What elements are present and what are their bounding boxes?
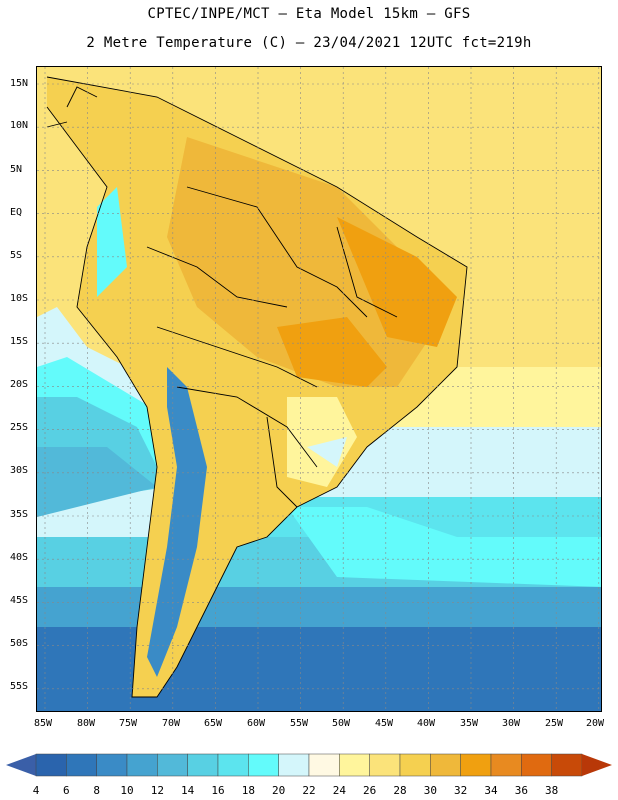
lon-label-40w: 40W bbox=[417, 718, 436, 729]
colorbar-cell bbox=[521, 753, 552, 777]
lon-label-35w: 35W bbox=[460, 718, 479, 729]
map-title-line-2: 2 Metre Temperature (C) – 23/04/2021 12U… bbox=[86, 35, 532, 51]
colorbar-label: 22 bbox=[302, 784, 316, 797]
continent-landmass bbox=[47, 77, 467, 697]
lat-label-45s: 45S bbox=[10, 595, 29, 606]
lat-label-5s: 5S bbox=[10, 250, 23, 261]
lat-label-35s: 35S bbox=[10, 509, 29, 520]
map-title-line-1: CPTEC/INPE/MCT – Eta Model 15km – GFS bbox=[147, 6, 471, 22]
colorbar-cells bbox=[35, 753, 583, 777]
colorbar-label: 30 bbox=[423, 784, 437, 797]
lon-label-45w: 45W bbox=[375, 718, 394, 729]
colorbar-cell bbox=[369, 753, 401, 777]
colorbar-label: 12 bbox=[150, 784, 164, 797]
lat-label-eq: EQ bbox=[10, 207, 23, 218]
colorbar-cell bbox=[157, 753, 188, 777]
colorbar-cell bbox=[66, 753, 97, 777]
colorbar-cell bbox=[551, 753, 583, 777]
lat-label-10s: 10S bbox=[10, 293, 29, 304]
colorbar-cell bbox=[339, 753, 370, 777]
colorbar-cell bbox=[460, 753, 492, 777]
colorbar-cell bbox=[430, 753, 461, 777]
lon-label-20w: 20W bbox=[586, 718, 605, 729]
lat-label-40s: 40S bbox=[10, 552, 29, 563]
colorbar-label: 18 bbox=[241, 784, 255, 797]
colorbar-label: 14 bbox=[181, 784, 195, 797]
colorbar-label: 38 bbox=[545, 784, 559, 797]
lat-lon-grid bbox=[37, 67, 601, 711]
temperature-bands bbox=[37, 67, 601, 711]
lon-label-25w: 25W bbox=[545, 718, 564, 729]
colorbar-cell bbox=[187, 753, 219, 777]
lon-label-50w: 50W bbox=[332, 718, 351, 729]
colorbar-cell bbox=[35, 753, 67, 777]
colorbar-high-arrow bbox=[582, 754, 612, 776]
lat-label-25s: 25S bbox=[10, 422, 29, 433]
lon-label-60w: 60W bbox=[247, 718, 266, 729]
colorbar-low-arrow bbox=[6, 754, 36, 776]
colorbar-cell bbox=[399, 753, 431, 777]
colorbar-cell bbox=[126, 753, 158, 777]
lon-label-75w: 75W bbox=[119, 718, 138, 729]
lat-label-30s: 30S bbox=[10, 465, 29, 476]
temperature-colorbar bbox=[6, 753, 612, 777]
colorbar-label: 4 bbox=[32, 784, 40, 797]
lat-label-15n: 15N bbox=[10, 78, 29, 89]
colorbar-label: 8 bbox=[93, 784, 100, 797]
colorbar-label: 36 bbox=[514, 784, 528, 797]
lat-label-20s: 20S bbox=[10, 379, 29, 390]
lon-label-70w: 70W bbox=[162, 718, 181, 729]
lat-label-10n: 10N bbox=[10, 120, 29, 131]
lat-label-50s: 50S bbox=[10, 638, 29, 649]
lat-label-15s: 15S bbox=[10, 336, 29, 347]
lat-label-55s: 55S bbox=[10, 681, 29, 692]
colorbar-cell bbox=[308, 753, 340, 777]
temperature-field bbox=[37, 67, 601, 711]
colorbar-label: 6 bbox=[63, 784, 70, 797]
colorbar-label: 34 bbox=[484, 784, 498, 797]
colorbar-cell bbox=[490, 753, 522, 777]
colorbar-label: 28 bbox=[393, 784, 407, 797]
colorbar-label: 20 bbox=[272, 784, 286, 797]
colorbar-cell bbox=[217, 753, 249, 777]
colorbar-label: 26 bbox=[363, 784, 377, 797]
colorbar-cell bbox=[248, 753, 279, 777]
colorbar-label: 24 bbox=[332, 784, 346, 797]
lon-label-85w: 85W bbox=[34, 718, 53, 729]
lon-label-65w: 65W bbox=[204, 718, 223, 729]
colorbar-cell bbox=[96, 753, 128, 777]
lat-label-5n: 5N bbox=[10, 164, 23, 175]
temperature-map bbox=[36, 66, 602, 712]
lon-label-80w: 80W bbox=[77, 718, 96, 729]
lon-label-55w: 55W bbox=[290, 718, 309, 729]
colorbar-label: 32 bbox=[454, 784, 468, 797]
lon-label-30w: 30W bbox=[502, 718, 521, 729]
colorbar-cell bbox=[278, 753, 310, 777]
colorbar-label: 10 bbox=[120, 784, 134, 797]
colorbar-label: 16 bbox=[211, 784, 225, 797]
